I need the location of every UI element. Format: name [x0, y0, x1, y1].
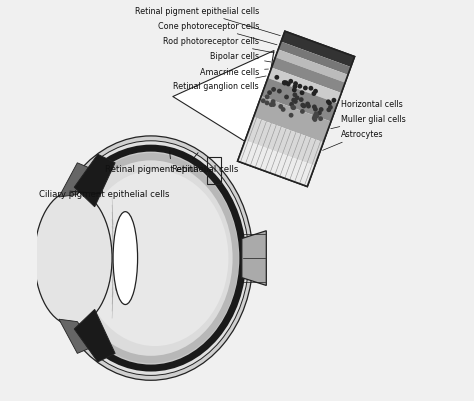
Circle shape — [319, 108, 324, 113]
Circle shape — [291, 98, 296, 103]
Circle shape — [298, 85, 302, 89]
Circle shape — [271, 88, 276, 93]
Ellipse shape — [53, 142, 249, 375]
Circle shape — [327, 108, 331, 113]
Circle shape — [327, 101, 332, 106]
Circle shape — [312, 116, 317, 121]
Circle shape — [278, 105, 283, 109]
Ellipse shape — [35, 191, 112, 326]
Circle shape — [293, 100, 298, 105]
Circle shape — [311, 92, 316, 97]
Bar — [237, 32, 355, 187]
Circle shape — [283, 81, 287, 86]
Bar — [237, 32, 355, 187]
Ellipse shape — [82, 171, 228, 346]
Circle shape — [312, 114, 318, 119]
Circle shape — [295, 96, 300, 101]
Text: Retina: Retina — [171, 153, 199, 174]
Polygon shape — [74, 155, 115, 207]
Circle shape — [292, 88, 297, 93]
Circle shape — [271, 100, 275, 105]
Text: Retinal pigment epithelial cells: Retinal pigment epithelial cells — [135, 7, 280, 36]
Circle shape — [314, 115, 319, 119]
Circle shape — [274, 76, 279, 81]
Text: Astrocytes: Astrocytes — [323, 130, 383, 151]
Circle shape — [271, 103, 276, 108]
Text: Amacrine cells: Amacrine cells — [200, 67, 268, 76]
Circle shape — [312, 105, 317, 110]
Circle shape — [326, 100, 331, 105]
Bar — [254, 97, 331, 143]
Circle shape — [291, 106, 295, 111]
Circle shape — [267, 91, 272, 96]
Circle shape — [261, 99, 265, 104]
Circle shape — [331, 99, 337, 103]
Circle shape — [306, 104, 311, 109]
Circle shape — [314, 112, 319, 117]
Circle shape — [313, 89, 318, 94]
Circle shape — [299, 98, 304, 103]
Text: Cone photoreceptor cells: Cone photoreceptor cells — [158, 22, 277, 46]
Bar — [237, 141, 315, 187]
Circle shape — [312, 118, 317, 123]
Circle shape — [284, 95, 289, 100]
Circle shape — [305, 102, 310, 107]
Text: Muller glial cells: Muller glial cells — [331, 115, 406, 130]
Circle shape — [300, 91, 304, 96]
Circle shape — [289, 103, 294, 107]
Circle shape — [269, 103, 273, 108]
Polygon shape — [74, 310, 115, 362]
Circle shape — [292, 93, 297, 98]
Circle shape — [277, 89, 282, 94]
Ellipse shape — [57, 146, 245, 371]
Text: Ciliary pigment epithelial cells: Ciliary pigment epithelial cells — [39, 190, 169, 199]
Circle shape — [303, 86, 308, 91]
Polygon shape — [242, 231, 266, 286]
Circle shape — [291, 106, 296, 111]
Circle shape — [286, 82, 291, 87]
Circle shape — [264, 101, 269, 106]
Circle shape — [317, 111, 322, 116]
Polygon shape — [59, 319, 95, 354]
Bar — [245, 117, 323, 166]
Text: Retinal pigment epithelial cells: Retinal pigment epithelial cells — [105, 152, 238, 174]
Text: Bipolar cells: Bipolar cells — [210, 52, 271, 63]
Circle shape — [309, 87, 313, 91]
Ellipse shape — [49, 137, 253, 380]
Bar — [207, 157, 221, 184]
Circle shape — [283, 81, 289, 86]
Circle shape — [293, 82, 298, 87]
Text: Horizontal cells: Horizontal cells — [335, 100, 403, 112]
Bar — [272, 58, 345, 94]
Text: Retinal ganglion cells: Retinal ganglion cells — [173, 77, 266, 91]
Circle shape — [281, 108, 285, 113]
Circle shape — [288, 80, 293, 85]
Circle shape — [289, 113, 293, 118]
Circle shape — [301, 104, 306, 109]
Circle shape — [300, 110, 305, 115]
Ellipse shape — [69, 161, 233, 356]
Circle shape — [301, 103, 305, 108]
Bar — [281, 32, 355, 68]
Ellipse shape — [63, 154, 239, 363]
Bar — [268, 69, 341, 104]
Circle shape — [318, 117, 323, 122]
Ellipse shape — [113, 212, 137, 305]
Polygon shape — [59, 163, 95, 198]
Text: Rod photoreceptor cells: Rod photoreceptor cells — [163, 37, 274, 54]
Bar — [278, 43, 351, 76]
Circle shape — [282, 81, 287, 86]
Circle shape — [328, 105, 333, 110]
Circle shape — [265, 95, 270, 100]
Circle shape — [313, 107, 318, 112]
Bar — [261, 79, 337, 122]
Circle shape — [292, 85, 297, 90]
Bar — [275, 50, 348, 83]
